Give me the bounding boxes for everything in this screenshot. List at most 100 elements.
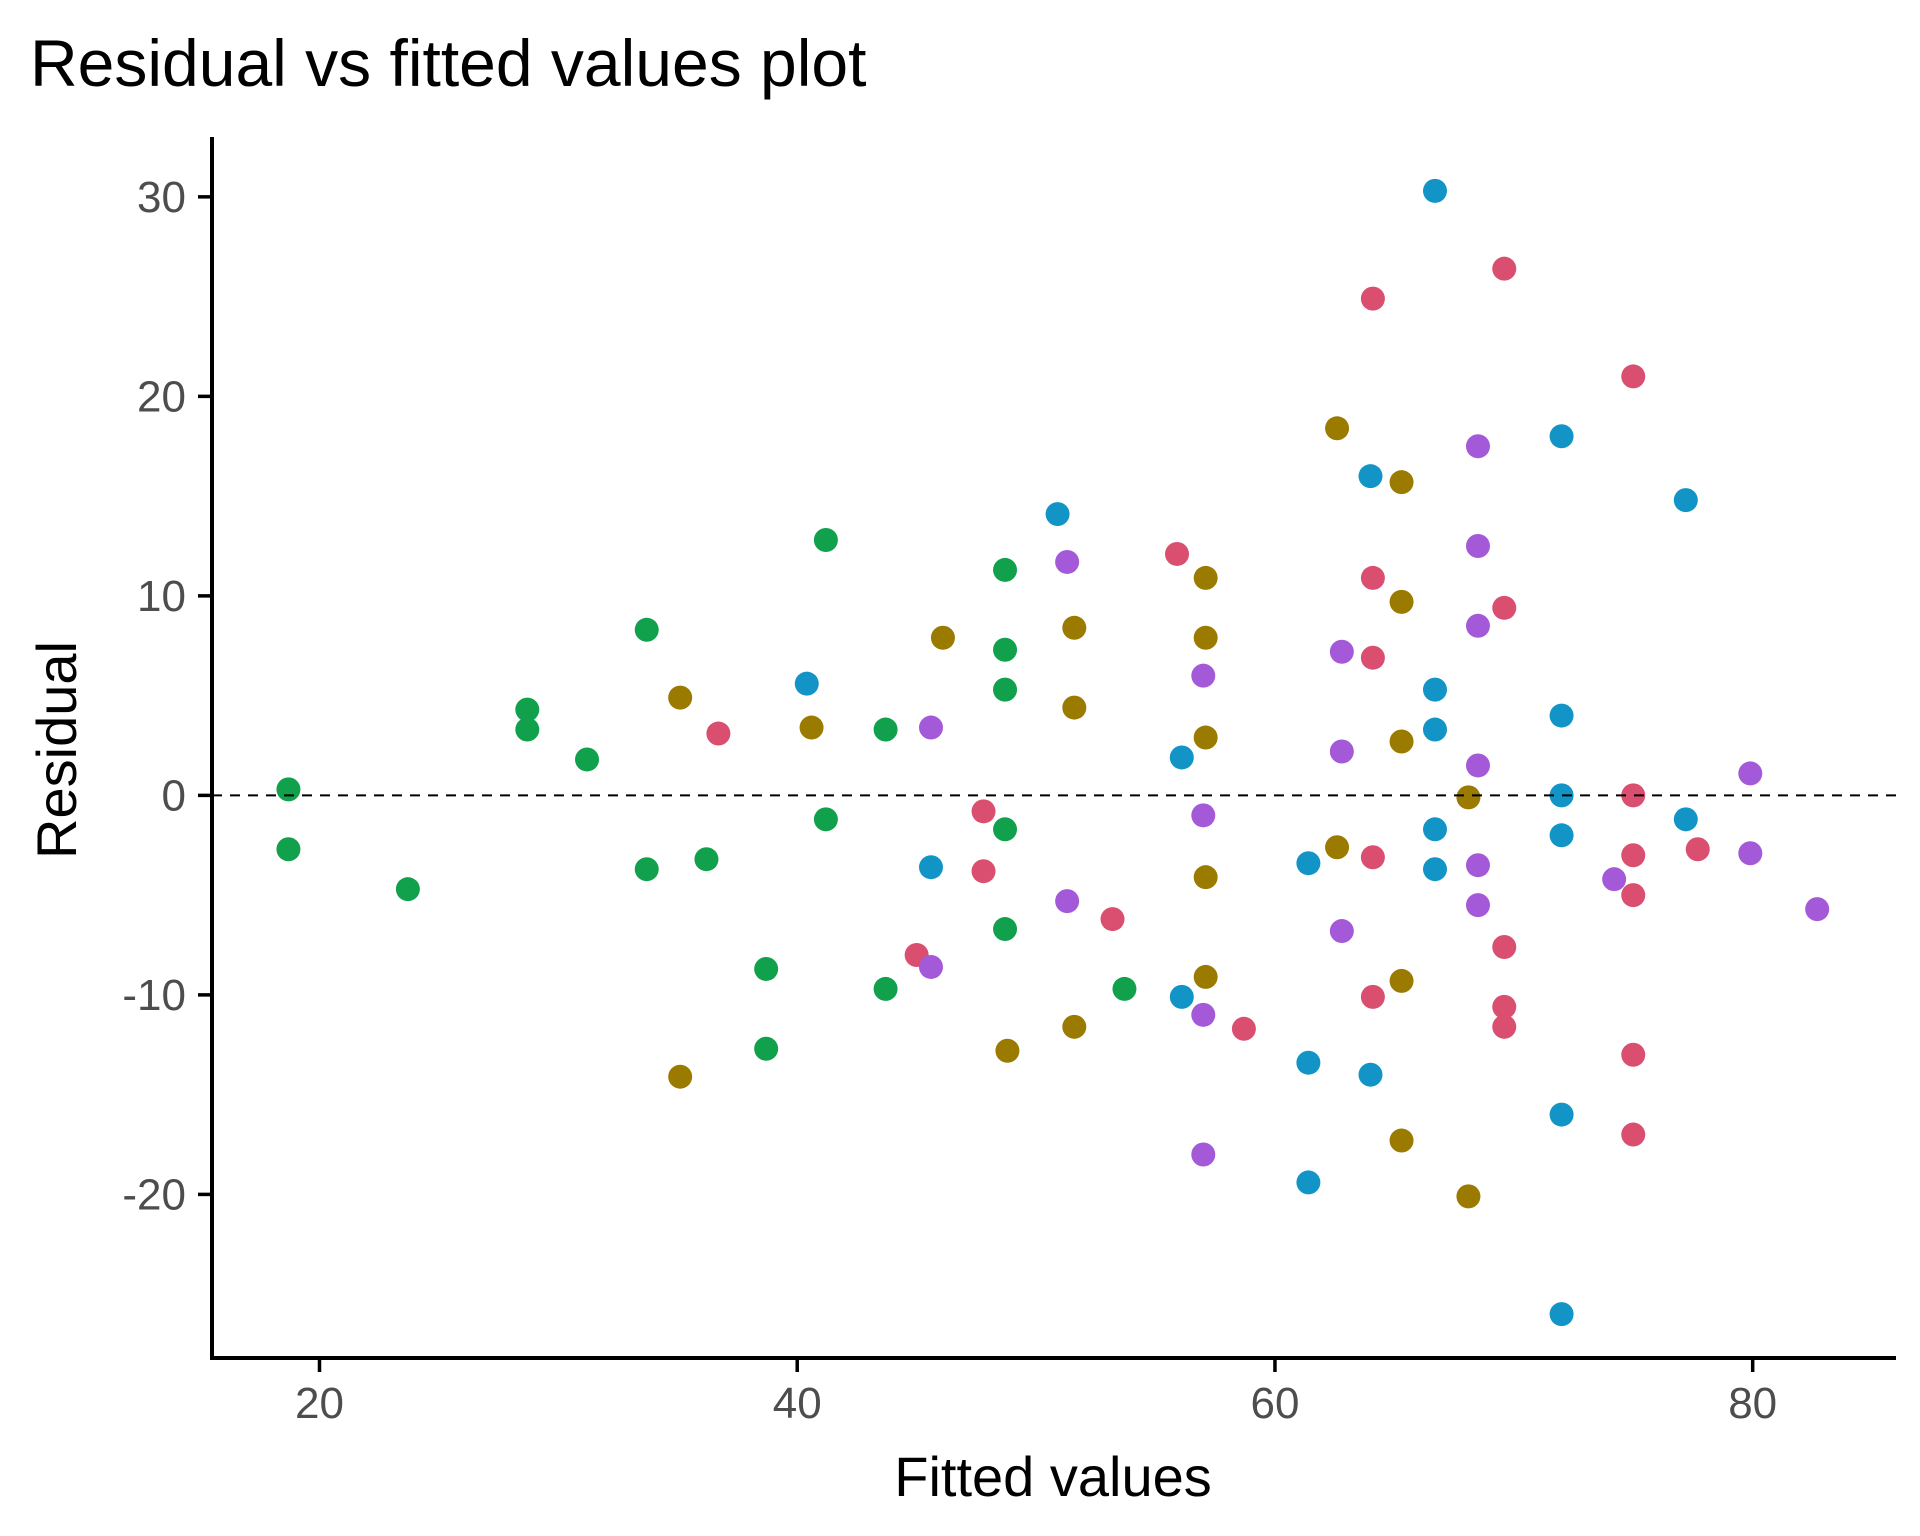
data-point-group-1 bbox=[515, 697, 540, 722]
data-point-group-4 bbox=[1549, 1302, 1574, 1327]
data-point-group-4 bbox=[1358, 464, 1383, 489]
data-point-group-3 bbox=[1621, 364, 1646, 389]
x-tick-label: 80 bbox=[1728, 1379, 1777, 1428]
data-point-group-2 bbox=[1325, 835, 1350, 860]
data-point-group-3 bbox=[1621, 1042, 1646, 1067]
data-point-group-2 bbox=[1389, 968, 1414, 993]
data-point-group-3 bbox=[1492, 935, 1517, 960]
data-point-group-1 bbox=[276, 777, 301, 802]
data-point-group-3 bbox=[1621, 1122, 1646, 1147]
data-point-group-5 bbox=[1738, 761, 1763, 786]
data-point-group-4 bbox=[1296, 1170, 1321, 1195]
data-point-group-2 bbox=[1389, 589, 1414, 614]
data-point-group-4 bbox=[1422, 178, 1447, 203]
data-point-group-5 bbox=[1805, 897, 1830, 922]
data-point-group-1 bbox=[1112, 976, 1137, 1001]
data-point-group-3 bbox=[1231, 1016, 1256, 1041]
data-point-group-2 bbox=[1062, 695, 1087, 720]
data-point-group-5 bbox=[1465, 753, 1490, 778]
data-point-group-1 bbox=[993, 637, 1018, 662]
data-point-group-1 bbox=[515, 717, 540, 742]
x-axis-ticks: 20 40 60 80 bbox=[295, 1358, 1777, 1428]
y-tick-label: 30 bbox=[137, 173, 186, 222]
data-point-group-2 bbox=[1062, 1014, 1087, 1039]
data-point-group-4 bbox=[1422, 857, 1447, 882]
data-point-group-4 bbox=[1549, 823, 1574, 848]
data-point-group-1 bbox=[634, 617, 659, 642]
data-point-group-5 bbox=[1465, 434, 1490, 459]
data-point-group-1 bbox=[395, 877, 420, 902]
data-point-group-5 bbox=[1191, 1002, 1216, 1027]
data-point-group-4 bbox=[1358, 1062, 1383, 1087]
data-point-group-5 bbox=[1191, 1142, 1216, 1167]
data-point-group-3 bbox=[1100, 907, 1125, 932]
data-point-group-5 bbox=[1465, 893, 1490, 918]
data-point-group-5 bbox=[1055, 549, 1080, 574]
data-point-group-5 bbox=[1329, 739, 1354, 764]
data-point-group-4 bbox=[1549, 703, 1574, 728]
y-tick-label: 0 bbox=[162, 771, 186, 820]
data-point-group-2 bbox=[668, 1064, 693, 1089]
data-point-group-3 bbox=[1621, 843, 1646, 868]
data-point-group-3 bbox=[1360, 286, 1385, 311]
data-point-group-2 bbox=[1193, 725, 1218, 750]
data-point-group-5 bbox=[1465, 533, 1490, 558]
data-point-group-4 bbox=[1549, 783, 1574, 808]
data-point-group-2 bbox=[1456, 1184, 1481, 1209]
y-tick-label: -20 bbox=[122, 1170, 186, 1219]
data-point-group-4 bbox=[918, 855, 943, 880]
data-point-group-3 bbox=[1360, 645, 1385, 670]
data-point-group-1 bbox=[873, 976, 898, 1001]
data-point-group-3 bbox=[1492, 256, 1517, 281]
data-point-group-2 bbox=[1389, 470, 1414, 495]
data-point-group-1 bbox=[873, 717, 898, 742]
data-point-group-5 bbox=[1465, 853, 1490, 878]
data-point-group-1 bbox=[754, 956, 779, 981]
x-tick-label: 20 bbox=[295, 1379, 344, 1428]
data-point-group-3 bbox=[1621, 783, 1646, 808]
data-point-group-4 bbox=[794, 671, 819, 696]
data-point-group-2 bbox=[1325, 416, 1350, 441]
data-point-group-3 bbox=[1360, 565, 1385, 590]
data-point-group-5 bbox=[1465, 613, 1490, 638]
data-point-group-1 bbox=[813, 528, 838, 553]
y-axis-ticks: -20 -10 0 10 20 30 bbox=[122, 173, 212, 1219]
data-point-group-3 bbox=[1492, 1014, 1517, 1039]
data-point-group-3 bbox=[1492, 595, 1517, 620]
data-point-group-4 bbox=[1169, 745, 1194, 770]
data-point-group-3 bbox=[1685, 837, 1710, 862]
x-axis-title: Fitted values bbox=[894, 1445, 1212, 1508]
x-tick-label: 60 bbox=[1250, 1379, 1299, 1428]
data-point-group-3 bbox=[1621, 883, 1646, 908]
data-point-group-5 bbox=[1738, 841, 1763, 866]
data-point-group-1 bbox=[754, 1036, 779, 1061]
data-point-group-1 bbox=[634, 857, 659, 882]
data-point-group-5 bbox=[918, 715, 943, 740]
y-tick-label: -10 bbox=[122, 971, 186, 1020]
data-point-group-4 bbox=[1673, 807, 1698, 832]
y-tick-label: 20 bbox=[137, 372, 186, 421]
data-point-group-5 bbox=[1329, 919, 1354, 944]
data-point-group-4 bbox=[1296, 851, 1321, 876]
data-point-group-3 bbox=[971, 799, 996, 824]
data-point-group-2 bbox=[930, 625, 955, 650]
points-layer bbox=[276, 178, 1830, 1327]
data-point-group-2 bbox=[1389, 1128, 1414, 1153]
data-point-group-3 bbox=[706, 721, 731, 746]
y-tick-label: 10 bbox=[137, 572, 186, 621]
data-point-group-1 bbox=[813, 807, 838, 832]
data-point-group-1 bbox=[993, 677, 1018, 702]
data-point-group-4 bbox=[1673, 488, 1698, 513]
data-point-group-2 bbox=[995, 1038, 1020, 1063]
data-point-group-5 bbox=[1191, 803, 1216, 828]
data-point-group-4 bbox=[1422, 677, 1447, 702]
data-point-group-1 bbox=[993, 817, 1018, 842]
data-point-group-2 bbox=[1193, 964, 1218, 989]
data-point-group-3 bbox=[1165, 541, 1190, 566]
data-point-group-2 bbox=[1389, 729, 1414, 754]
data-point-group-2 bbox=[1062, 615, 1087, 640]
data-point-group-1 bbox=[993, 917, 1018, 942]
data-point-group-5 bbox=[1055, 889, 1080, 914]
data-point-group-3 bbox=[971, 859, 996, 884]
